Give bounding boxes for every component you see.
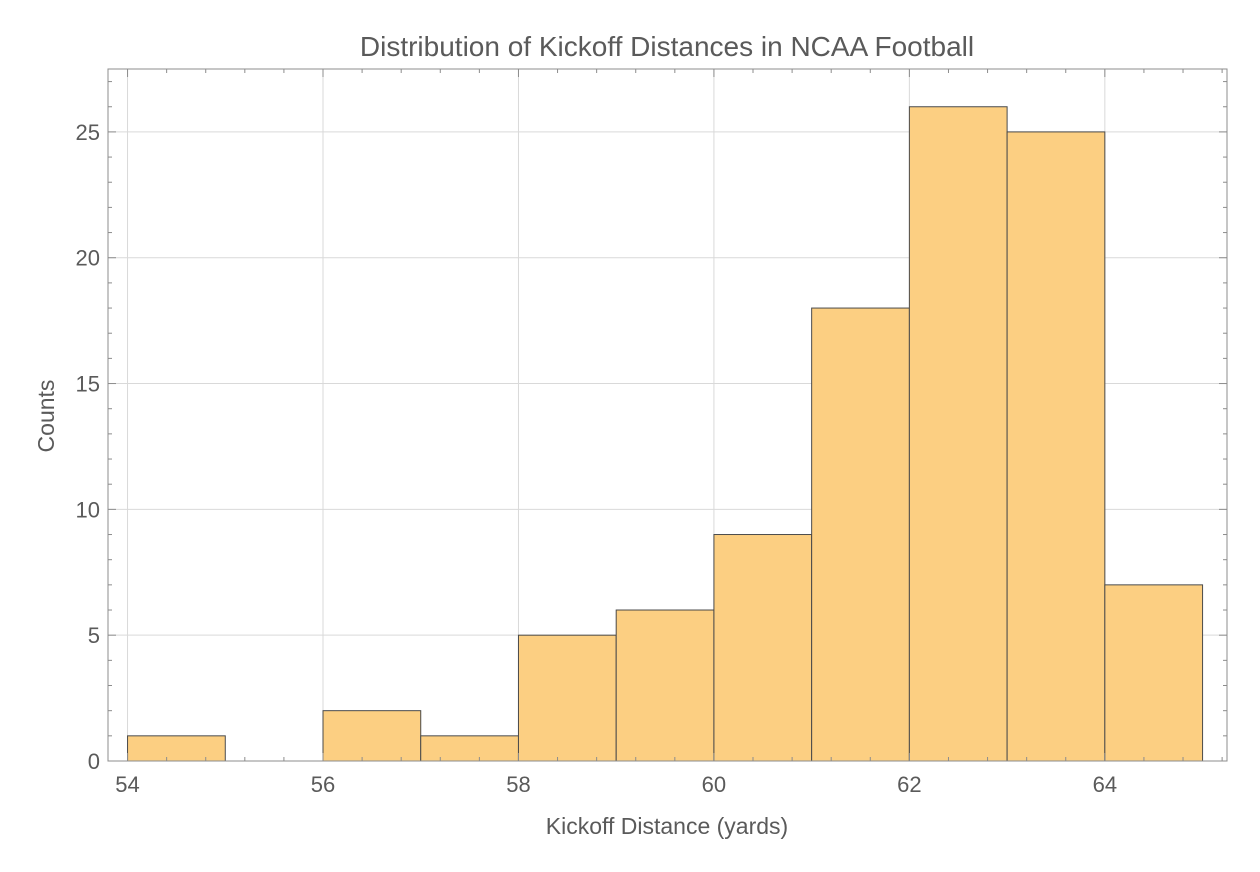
tick-labels: 54 56 58 60 62 64 0 5 10 15 20 25 [76,120,1118,797]
histogram-bar [420,735,519,762]
plot-border [107,68,1228,762]
y-tick-label: 10 [76,497,100,522]
y-tick-label: 25 [76,120,100,145]
x-axis-label: Kickoff Distance (yards) [546,813,788,839]
histogram-bar [322,710,422,762]
y-tick-label: 5 [88,623,100,648]
y-tick-label: 0 [88,749,100,774]
x-tick-label: 62 [897,772,921,797]
axis-ticks [108,69,1227,762]
histogram-bar [908,106,1008,762]
plot-frame [107,68,1228,762]
x-tick-label: 60 [702,772,726,797]
histogram-bar [713,534,813,762]
x-tick-label: 64 [1093,772,1117,797]
y-tick-label: 15 [76,372,100,397]
histogram-bar [517,634,617,762]
x-tick-label: 54 [115,772,139,797]
histogram-bars [127,106,1204,762]
histogram-bar [1006,131,1106,762]
y-axis-label: Counts [33,380,59,453]
histogram-bar [127,735,226,762]
histogram-bar [615,609,715,762]
histogram-bar [811,307,910,762]
x-tick-label: 56 [311,772,335,797]
chart-title: Distribution of Kickoff Distances in NCA… [360,31,974,62]
x-tick-label: 58 [506,772,530,797]
histogram-bar [1104,584,1204,762]
y-tick-label: 20 [76,246,100,271]
